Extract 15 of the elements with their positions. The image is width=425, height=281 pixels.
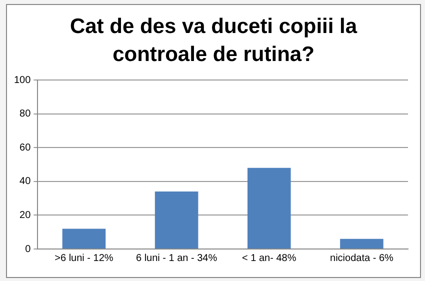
y-tick-label: 20 <box>20 210 32 221</box>
y-tick-label: 100 <box>14 74 32 86</box>
bar <box>62 228 106 248</box>
bar <box>154 192 198 248</box>
x-tick-label: < 1 an- 48% <box>242 252 296 264</box>
y-tick-label: 0 <box>25 244 32 255</box>
bar <box>340 238 384 248</box>
x-tick-label: niciodata - 6% <box>330 252 394 264</box>
y-tick-label: 40 <box>20 176 32 188</box>
y-tick-label: 60 <box>20 142 32 154</box>
x-tick-label: 6 luni - 1 an - 34% <box>136 252 218 264</box>
y-tick-label: 80 <box>20 108 32 120</box>
bar <box>247 168 291 248</box>
chart-title: Cat de des va duceti copiii la controale de rutina? <box>68 14 358 68</box>
x-tick-label: >6 luni - 12% <box>54 252 114 264</box>
